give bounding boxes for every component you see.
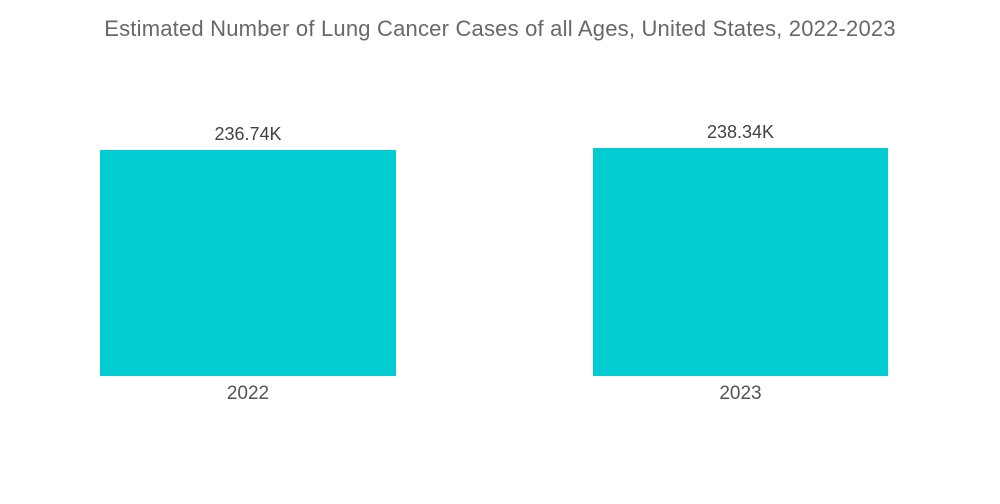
bar-value-label-2022: 236.74K: [214, 124, 282, 144]
category-label-2023: 2023: [719, 383, 762, 404]
chart-title: Estimated Number of Lung Cancer Cases of…: [104, 16, 896, 41]
bar-value-label-2023: 238.34K: [706, 122, 775, 142]
category-label-2022: 2022: [226, 383, 270, 404]
bar-2022: [100, 150, 396, 376]
bar-group-2023: 238.34K 2023: [593, 121, 888, 405]
bar-group-2022: 236.74K 2022: [100, 123, 396, 405]
bar-2023: [593, 148, 888, 376]
